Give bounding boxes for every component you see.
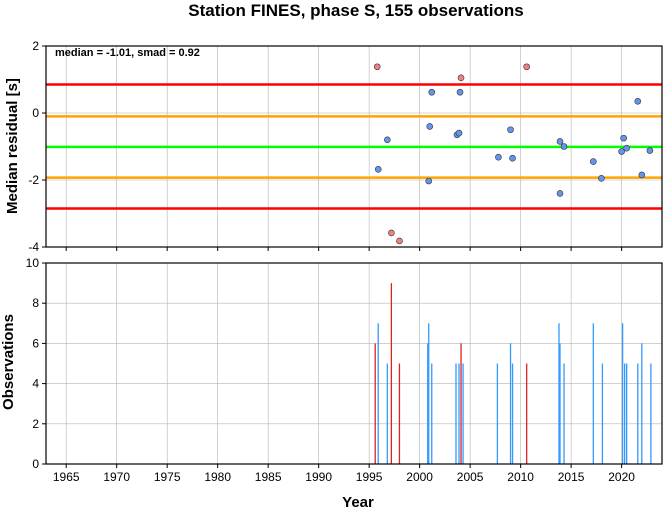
plot-area (46, 263, 662, 464)
data-point (509, 154, 516, 162)
data-point (560, 143, 568, 150)
y-tick-label: 4 (32, 377, 39, 391)
x-tick-label: 1985 (255, 470, 282, 484)
x-tick-label: 1995 (356, 470, 383, 484)
data-point (623, 144, 630, 152)
y-tick-label: 2 (32, 417, 39, 431)
x-tick-label: 2005 (457, 470, 484, 484)
y-tick-label: -2 (28, 173, 39, 187)
y-tick-label: -4 (28, 240, 39, 254)
data-point (384, 136, 391, 144)
x-tick-label: 2010 (507, 470, 534, 484)
y-tick-label: 0 (32, 457, 39, 471)
data-point (556, 190, 564, 197)
panel-frame (45, 45, 663, 248)
data-point (457, 74, 465, 82)
observations-panel: 1965 1970 1975 1980 1985 1990 1995 2000 2005 2010… (26, 256, 663, 484)
x-tick-label: 2015 (558, 470, 585, 484)
y-axis-title-observations: Observations (0, 314, 17, 410)
x-tick-label: 1965 (53, 470, 80, 484)
data-point (456, 88, 464, 96)
y-tick-label: 8 (32, 296, 39, 310)
data-point (428, 88, 436, 96)
residual-panel: 2 0 -2 -4 (28, 39, 663, 254)
x-tick-label: 2000 (406, 470, 433, 484)
y-tick-label: 6 (32, 336, 39, 350)
data-point (638, 171, 646, 179)
x-tick-label: 1970 (103, 470, 130, 484)
data-point (556, 138, 564, 145)
data-point (455, 129, 463, 137)
data-point (618, 148, 625, 155)
data-point (388, 229, 395, 237)
data-point (646, 147, 654, 154)
data-point (620, 134, 627, 142)
data-point (634, 97, 642, 105)
data-point (426, 123, 434, 130)
data-point (523, 63, 530, 71)
panel-frame (45, 262, 663, 465)
chart-title: Station FINES, phase S, 155 observations (188, 1, 523, 20)
x-tick-label: 2020 (608, 470, 635, 484)
data-point (590, 158, 597, 165)
stats-annotation: median = -1.01, smad = 0.92 (55, 47, 200, 59)
data-point (495, 153, 502, 161)
data-point (374, 165, 382, 173)
y-tick-label: 10 (26, 256, 40, 270)
x-tick-label: 1980 (204, 470, 231, 484)
data-point (373, 63, 381, 71)
data-point (396, 237, 403, 245)
y-tick-label: 0 (32, 106, 39, 120)
x-tick-label: 1990 (305, 470, 332, 484)
y-axis-title-residuals: Median residual [s] (4, 78, 21, 214)
x-axis-title: Year (342, 494, 374, 511)
x-tick-label: 1975 (154, 470, 181, 484)
data-point (598, 175, 605, 182)
y-tick-label: 2 (32, 39, 39, 53)
data-point (425, 177, 433, 185)
data-point (507, 126, 514, 134)
